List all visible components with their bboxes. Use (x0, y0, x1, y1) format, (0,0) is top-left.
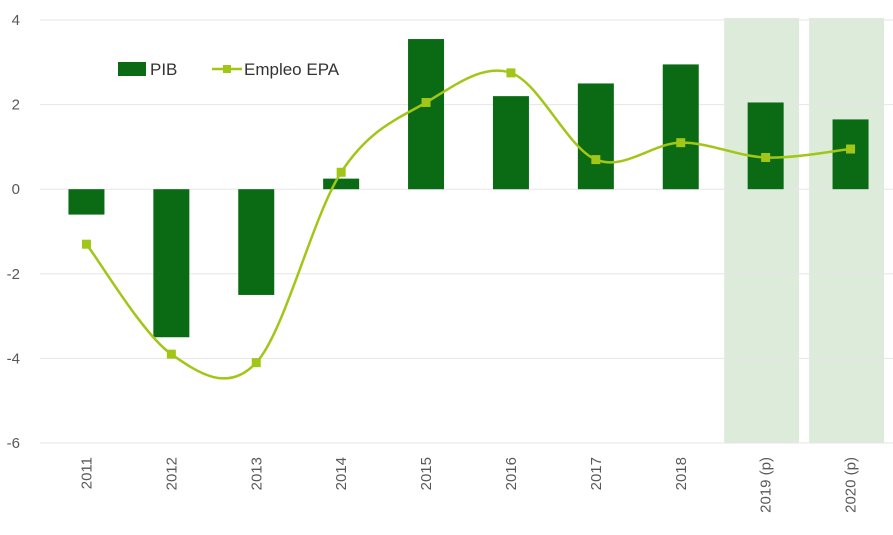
marker-empleo-epa-2020-p (846, 144, 856, 154)
line-empleo-epa (85, 69, 851, 380)
bar-pib-2015 (408, 39, 445, 190)
x-tick-label: 2020 (p) (843, 457, 860, 513)
x-tick-label: 2016 (503, 457, 520, 490)
bar-pib-2018 (662, 64, 699, 190)
marker-empleo-epa-2013 (251, 358, 261, 368)
y-tick-label: 0 (12, 181, 20, 198)
y-tick-label: -6 (7, 435, 20, 452)
y-tick-label: 2 (12, 97, 20, 114)
bar-pib-2012 (153, 189, 190, 338)
marker-empleo-epa-2017 (591, 155, 601, 165)
x-tick-label: 2019 (p) (758, 457, 775, 513)
bar-pib-2017 (577, 83, 614, 190)
marker-empleo-epa-2018 (676, 138, 686, 148)
legend-swatch-pib (118, 62, 146, 76)
bar-pib-2016 (492, 96, 529, 190)
marker-empleo-epa-2011 (81, 239, 91, 249)
legend-label-empleo-epa: Empleo EPA (244, 60, 340, 79)
x-tick-label: 2014 (333, 457, 350, 490)
x-tick-label: 2011 (78, 457, 95, 489)
x-tick-label: 2017 (588, 457, 605, 490)
bar-pib-2011 (68, 189, 105, 215)
marker-empleo-epa-2012 (166, 349, 176, 359)
forecast-highlight-group (724, 18, 884, 443)
x-tick-label: 2018 (673, 457, 690, 490)
legend-swatch-empleo-marker (223, 65, 231, 73)
marker-empleo-epa-2014 (336, 167, 346, 177)
forecast-band-2019-p (724, 18, 800, 443)
legend-label-pib: PIB (150, 60, 177, 79)
x-tick-label: 2015 (418, 457, 435, 490)
bar-pib-2020-p (832, 119, 869, 190)
bar-pib-2014 (323, 178, 360, 190)
bar-pib-2019-p (747, 102, 784, 190)
legend: PIB Empleo EPA (118, 60, 340, 79)
marker-empleo-epa-2016 (506, 68, 516, 78)
bars-group (68, 39, 869, 338)
x-tick-label: 2013 (248, 457, 265, 490)
x-tick-labels-group: 2011 2012 2013 2014 2015 2016 2017 2018 2019 (p)… (78, 457, 859, 513)
y-tick-labels-group: -6 -4 -2 0 2 4 (7, 12, 20, 452)
x-tick-label: 2012 (163, 457, 180, 490)
forecast-band-2020-p (809, 18, 884, 443)
y-tick-label: 4 (12, 12, 20, 29)
y-tick-label: -2 (7, 266, 20, 283)
bar-pib-2013 (238, 189, 275, 295)
marker-empleo-epa-2019-p (761, 152, 771, 162)
marker-empleo-epa-2015 (421, 97, 431, 107)
y-tick-label: -4 (7, 350, 20, 367)
line-series-group (81, 68, 856, 380)
